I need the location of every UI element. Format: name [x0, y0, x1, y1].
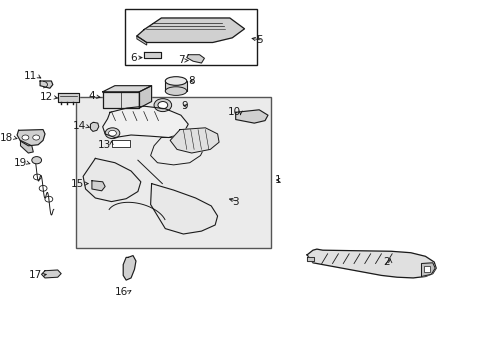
Text: 9: 9: [181, 101, 188, 111]
Circle shape: [22, 135, 29, 140]
Text: 4: 4: [88, 91, 95, 102]
Text: 18: 18: [0, 132, 13, 143]
Polygon shape: [20, 140, 33, 153]
Polygon shape: [235, 110, 267, 123]
Polygon shape: [306, 249, 435, 278]
Polygon shape: [41, 270, 61, 278]
Text: 5: 5: [256, 35, 263, 45]
Text: 15: 15: [71, 179, 84, 189]
Circle shape: [108, 130, 116, 136]
Polygon shape: [40, 81, 53, 88]
Polygon shape: [58, 93, 79, 102]
Text: 12: 12: [40, 92, 53, 102]
Text: 16: 16: [115, 287, 128, 297]
Polygon shape: [186, 55, 204, 63]
Polygon shape: [421, 263, 434, 276]
Polygon shape: [83, 158, 141, 202]
Polygon shape: [139, 86, 151, 108]
Polygon shape: [112, 140, 129, 147]
Polygon shape: [150, 184, 217, 234]
Polygon shape: [102, 86, 151, 92]
Circle shape: [158, 102, 167, 109]
Text: 8: 8: [187, 76, 194, 86]
Text: 11: 11: [23, 71, 37, 81]
Text: 10: 10: [227, 107, 240, 117]
Polygon shape: [102, 106, 188, 138]
Polygon shape: [90, 122, 99, 131]
Polygon shape: [17, 130, 45, 146]
Text: 1: 1: [274, 175, 281, 185]
Polygon shape: [102, 92, 139, 108]
Ellipse shape: [165, 87, 186, 95]
Bar: [165, 81, 186, 91]
Ellipse shape: [165, 77, 186, 85]
Text: 13: 13: [98, 140, 111, 150]
Bar: [76, 97, 271, 248]
Polygon shape: [92, 181, 105, 191]
Text: 14: 14: [72, 121, 85, 131]
Polygon shape: [170, 128, 219, 153]
Polygon shape: [123, 256, 136, 280]
Text: 17: 17: [28, 270, 41, 280]
Text: 19: 19: [14, 158, 27, 168]
Polygon shape: [137, 18, 244, 42]
Polygon shape: [150, 138, 204, 165]
Polygon shape: [137, 36, 146, 45]
Circle shape: [105, 128, 120, 139]
Circle shape: [154, 99, 171, 112]
Polygon shape: [144, 52, 161, 58]
Text: 2: 2: [383, 257, 389, 267]
Circle shape: [32, 157, 41, 164]
Text: 7: 7: [177, 55, 184, 66]
Circle shape: [33, 135, 40, 140]
Polygon shape: [306, 257, 313, 261]
Bar: [124, 9, 256, 65]
Text: 6: 6: [130, 53, 137, 63]
Text: 3: 3: [231, 197, 238, 207]
Bar: [424, 266, 429, 272]
